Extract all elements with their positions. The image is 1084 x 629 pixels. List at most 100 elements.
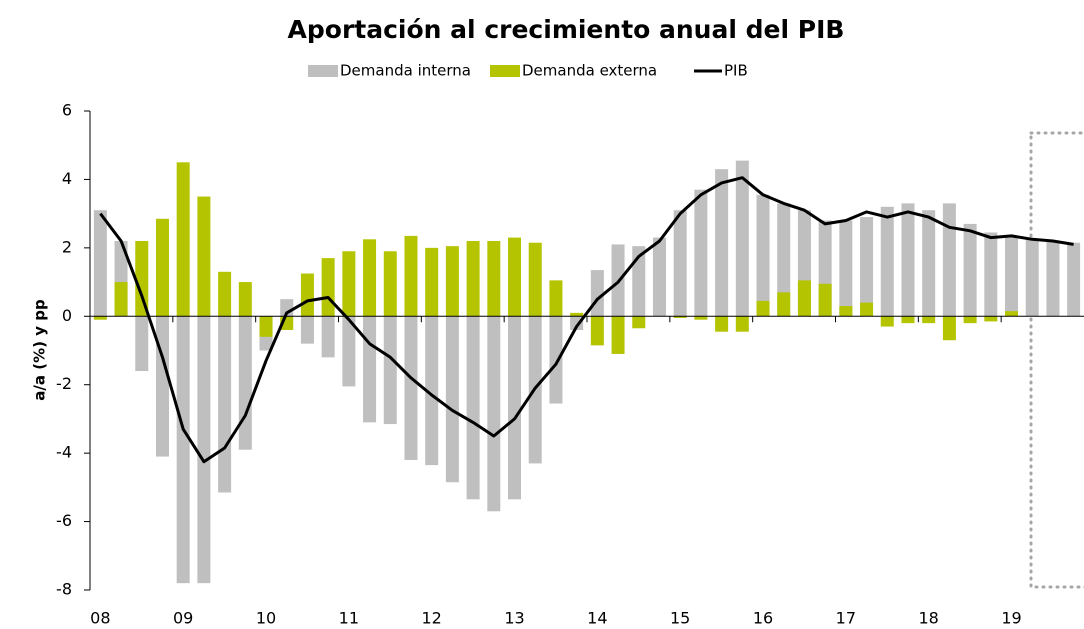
bar — [259, 316, 273, 337]
bar — [860, 217, 874, 317]
y-axis-label: a/a (%) y pp — [31, 299, 49, 401]
bar — [942, 203, 956, 317]
x-tick-label: 13 — [504, 609, 524, 628]
bar — [839, 220, 853, 317]
bar — [632, 246, 646, 317]
bar — [590, 270, 604, 317]
bar — [694, 189, 708, 317]
x-tick-label: 09 — [173, 609, 193, 628]
y-tick-label: 6 — [62, 101, 72, 120]
x-tick-label: 08 — [90, 609, 110, 628]
bar — [321, 316, 335, 358]
chart-title: Aportación al crecimiento anual del PIB — [288, 15, 845, 44]
bar — [300, 273, 314, 317]
bar — [93, 210, 107, 317]
bar — [818, 283, 832, 317]
bar — [197, 316, 211, 584]
bar — [880, 316, 894, 327]
legend-label: Demanda externa — [522, 62, 657, 80]
bar — [383, 316, 397, 425]
bar — [487, 241, 501, 317]
bar — [797, 280, 811, 317]
bar — [238, 316, 252, 450]
bar — [342, 316, 356, 387]
bar — [300, 316, 314, 344]
bar — [715, 169, 729, 317]
bar — [756, 194, 770, 317]
bar — [466, 316, 480, 500]
bar — [756, 300, 770, 317]
bar — [135, 316, 149, 372]
bar — [880, 206, 894, 317]
x-tick-label: 16 — [753, 609, 773, 628]
bar — [1025, 239, 1039, 317]
bar — [984, 232, 998, 317]
x-tick-label: 18 — [919, 609, 939, 628]
y-tick-label: -2 — [56, 374, 72, 393]
bar — [777, 203, 791, 317]
x-tick-label: 15 — [670, 609, 690, 628]
bar — [963, 223, 977, 317]
bar — [425, 316, 439, 466]
bar — [860, 302, 874, 317]
bar — [963, 316, 977, 324]
bar — [652, 237, 666, 317]
y-tick-label: 0 — [62, 306, 72, 325]
legend: Demanda interna Demanda externa PIB — [308, 62, 748, 80]
bar — [135, 241, 149, 317]
bar — [1005, 311, 1019, 317]
bar — [1005, 237, 1019, 317]
bar — [404, 235, 418, 317]
bar — [1067, 242, 1081, 317]
bar — [590, 316, 604, 346]
bar — [218, 316, 232, 493]
y-tick-label: -6 — [56, 511, 72, 530]
bar — [570, 312, 584, 317]
bar — [466, 241, 480, 317]
bar — [632, 316, 646, 329]
y-tick-label: -8 — [56, 580, 72, 599]
bar — [735, 316, 749, 332]
bar — [218, 271, 232, 317]
bar — [487, 316, 501, 512]
bar — [549, 316, 563, 404]
bar — [114, 282, 128, 317]
bar — [445, 316, 459, 483]
bar — [445, 246, 459, 317]
bar — [715, 316, 729, 332]
legend-swatch — [490, 65, 520, 77]
bar — [673, 316, 687, 318]
bar — [673, 210, 687, 317]
bar — [611, 316, 625, 354]
bar — [549, 280, 563, 317]
bar — [735, 160, 749, 317]
bar — [777, 292, 791, 317]
bar — [238, 282, 252, 317]
bar — [383, 251, 397, 317]
bar — [176, 162, 190, 317]
x-tick-label: 12 — [422, 609, 442, 628]
bar — [155, 316, 169, 457]
bar — [342, 251, 356, 317]
bar — [321, 258, 335, 317]
legend-swatch — [308, 65, 338, 77]
bar — [363, 239, 377, 317]
bar — [839, 306, 853, 317]
y-tick-label: 2 — [62, 237, 72, 256]
bar — [404, 316, 418, 460]
bar — [984, 316, 998, 322]
bar — [425, 247, 439, 317]
bar — [942, 316, 956, 341]
bar — [508, 237, 522, 317]
line — [99, 176, 1074, 464]
bar — [922, 316, 936, 324]
x-tick-label: 10 — [256, 609, 276, 628]
bar — [176, 316, 190, 584]
bar — [363, 316, 377, 423]
x-tick-label: 17 — [836, 609, 856, 628]
x-tick-label: 19 — [1001, 609, 1021, 628]
legend-label: PIB — [724, 62, 748, 80]
y-tick-label: -4 — [56, 443, 72, 462]
bar — [155, 218, 169, 317]
